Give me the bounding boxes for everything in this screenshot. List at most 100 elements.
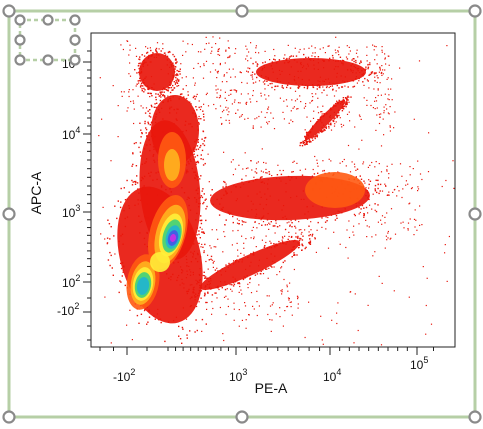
event-dot: [360, 61, 362, 63]
mini-handle-8[interactable]: [69, 54, 81, 66]
mini-handle-7[interactable]: [42, 54, 54, 66]
event-dot: [399, 67, 401, 69]
event-dot: [145, 132, 147, 134]
event-dot: [337, 50, 339, 52]
density-contour-8: [199, 240, 301, 290]
event-dot: [264, 224, 267, 226]
event-dot: [330, 122, 332, 124]
event-dot: [331, 85, 333, 87]
event-dot: [164, 96, 166, 98]
event-dot: [367, 67, 369, 70]
event-dot: [399, 163, 402, 165]
event-dot: [268, 95, 270, 97]
event-dot: [139, 86, 142, 88]
event-dot: [238, 164, 240, 166]
event-dot: [229, 284, 231, 286]
event-dot: [331, 54, 334, 57]
event-dot: [344, 85, 346, 87]
event-dot: [299, 144, 301, 147]
event-dot: [283, 278, 285, 281]
event-dot: [317, 221, 319, 224]
event-dot: [407, 183, 409, 185]
mini-box-handles[interactable]: [14, 14, 81, 66]
event-dot: [345, 102, 347, 104]
event-dot: [306, 131, 308, 134]
event-dot: [386, 108, 388, 110]
handle-middle-right[interactable]: [468, 207, 482, 221]
event-dot: [341, 110, 344, 112]
handle-top-middle[interactable]: [235, 4, 249, 18]
event-dot: [247, 167, 249, 169]
event-dot: [266, 80, 268, 82]
mini-selection-box[interactable]: [18, 18, 77, 62]
event-dot: [247, 93, 249, 95]
event-dot: [303, 86, 306, 89]
event-dot: [162, 43, 164, 45]
event-dot: [225, 264, 227, 266]
event-dot: [305, 143, 308, 145]
handle-top-left[interactable]: [2, 4, 16, 18]
handle-bottom-right[interactable]: [468, 410, 482, 424]
event-dot: [215, 246, 217, 248]
event-dot: [145, 107, 148, 109]
event-dot: [354, 126, 356, 128]
event-dot: [317, 106, 319, 108]
event-dot: [380, 145, 383, 147]
event-dot: [303, 53, 305, 56]
event-dot: [374, 72, 377, 74]
handle-bottom-middle[interactable]: [235, 410, 249, 424]
event-dot: [325, 86, 328, 89]
event-dot: [182, 88, 184, 90]
event-dot: [241, 224, 243, 226]
event-dot: [291, 171, 293, 173]
event-dot: [140, 82, 143, 84]
event-dot: [322, 343, 324, 345]
handle-bottom-left[interactable]: [2, 410, 16, 424]
event-dot: [145, 127, 147, 129]
mini-handle-5[interactable]: [69, 34, 81, 46]
event-dot: [123, 187, 125, 189]
event-dot: [396, 185, 399, 188]
event-dot: [243, 254, 245, 256]
event-dot: [308, 242, 311, 245]
mini-handle-6[interactable]: [14, 54, 26, 66]
event-dot: [176, 85, 178, 87]
event-dot: [181, 342, 183, 344]
event-dot: [348, 53, 350, 55]
event-dot: [353, 234, 355, 236]
event-dot: [297, 235, 299, 238]
event-dot: [285, 58, 287, 61]
event-dot: [187, 43, 189, 45]
y-tick-label-100: 102: [62, 273, 80, 290]
event-dot: [252, 90, 254, 92]
event-dot: [158, 48, 160, 50]
event-dot: [321, 113, 323, 115]
event-dot: [305, 140, 307, 143]
mini-handle-1[interactable]: [14, 14, 26, 26]
event-dot: [205, 277, 207, 279]
mini-handle-2[interactable]: [42, 14, 54, 26]
event-dot: [379, 82, 381, 84]
gate-handles[interactable]: [2, 4, 482, 424]
event-dot: [342, 99, 344, 101]
event-dot: [341, 126, 343, 128]
handle-top-right[interactable]: [468, 4, 482, 18]
event-dot: [234, 168, 237, 170]
event-dot: [217, 238, 219, 240]
event-dot: [284, 310, 286, 312]
mini-handle-4[interactable]: [14, 34, 26, 46]
event-dot: [210, 255, 213, 258]
event-dot: [325, 127, 327, 129]
handle-middle-left[interactable]: [2, 207, 16, 221]
event-dot: [281, 289, 283, 291]
event-dot: [388, 64, 390, 66]
event-dot: [256, 100, 258, 103]
event-dot: [421, 178, 423, 181]
event-dot: [342, 60, 345, 62]
event-dot: [391, 78, 393, 80]
mini-handle-3[interactable]: [69, 14, 81, 26]
event-dot: [292, 121, 294, 123]
event-dot: [290, 55, 292, 57]
event-dot: [281, 291, 283, 293]
